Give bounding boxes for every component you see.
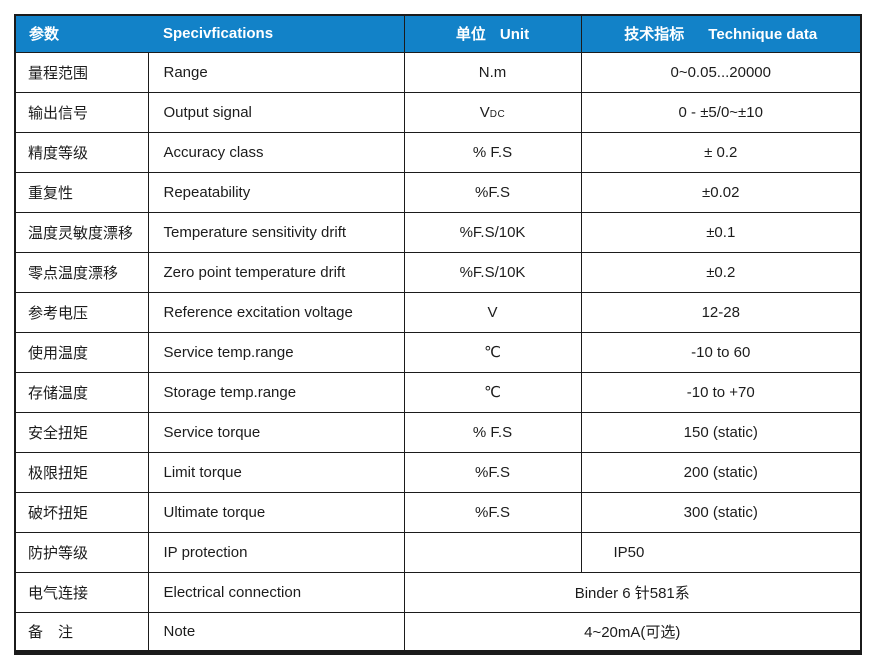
unit-cell: ℃ <box>403 371 582 413</box>
unit-cell: V <box>403 291 582 333</box>
param-zh: 安全扭矩 <box>14 411 149 453</box>
header-parameter: 参数 <box>14 14 148 53</box>
header-technique-data: 技术指标 Technique data <box>580 14 862 53</box>
table-row-accuracy-class: 精度等级 Accuracy class % F.S ± 0.2 <box>14 131 862 173</box>
table-row-repeatability: 重复性 Repeatability %F.S ±0.02 <box>14 171 862 213</box>
header-technique-en: Technique data <box>708 26 818 44</box>
value-cell: -10 to 60 <box>580 331 862 373</box>
unit-cell: % F.S <box>403 411 582 453</box>
merged-value-cell: Binder 6 针581系 <box>403 571 862 613</box>
table-row-limit-torque: 极限扭矩 Limit torque %F.S 200 (static) <box>14 451 862 493</box>
param-en: Note <box>147 611 405 653</box>
value-cell: 0~0.05...20000 <box>580 51 862 93</box>
unit-cell: % F.S <box>403 131 582 173</box>
table-header-row: 参数 Specivfications 单位 Unit 技术指标 Technique … <box>14 14 862 53</box>
unit-cell: %F.S/10K <box>403 211 582 253</box>
param-zh: 电气连接 <box>14 571 149 613</box>
table-row-electrical-connection: 电气连接 Electrical connection Binder 6 针581… <box>14 571 862 613</box>
unit-cell: N.m <box>403 51 582 93</box>
table-row-service-torque: 安全扭矩 Service torque % F.S 150 (static) <box>14 411 862 453</box>
unit-cell: VDC <box>403 91 582 133</box>
param-zh: 使用温度 <box>14 331 149 373</box>
header-technique-zh: 技术指标 <box>624 26 685 44</box>
value-cell: 300 (static) <box>580 491 862 533</box>
value-cell: ± 0.2 <box>580 131 862 173</box>
param-en: Output signal <box>147 91 405 133</box>
param-zh: 重复性 <box>14 171 149 213</box>
value-cell: -10 to +70 <box>580 371 862 413</box>
unit-cell: %F.S <box>403 491 582 533</box>
value-cell: ±0.1 <box>580 211 862 253</box>
param-zh: 存储温度 <box>14 371 149 413</box>
param-zh: 输出信号 <box>14 91 149 133</box>
value-cell: IP50 <box>580 531 862 573</box>
unit-cell: %F.S/10K <box>403 251 582 293</box>
param-zh: 参考电压 <box>14 291 149 333</box>
param-zh: 精度等级 <box>14 131 149 173</box>
param-zh: 极限扭矩 <box>14 451 149 493</box>
table-row-zero-point-temperature-drift: 零点温度漂移 Zero point temperature drift %F.S… <box>14 251 862 293</box>
param-en: IP protection <box>147 531 405 573</box>
value-cell: 150 (static) <box>580 411 862 453</box>
header-unit: 单位 Unit <box>403 14 582 53</box>
table-row-temperature-sensitivity-drift: 温度灵敏度漂移 Temperature sensitivity drift %F… <box>14 211 862 253</box>
param-en: Range <box>147 51 405 93</box>
unit-cell <box>403 531 582 573</box>
param-zh: 温度灵敏度漂移 <box>14 211 149 253</box>
table-row-note: 备 注 Note 4~20mA(可选) <box>14 611 862 653</box>
param-en: Storage temp.range <box>147 371 405 413</box>
specification-table: 参数 Specivfications 单位 Unit 技术指标 Technique … <box>14 14 862 655</box>
table-row-ultimate-torque: 破坏扭矩 Ultimate torque %F.S 300 (static) <box>14 491 862 533</box>
param-en: Temperature sensitivity drift <box>147 211 405 253</box>
table-row-output-signal: 输出信号 Output signal VDC 0 - ±5/0~±10 <box>14 91 862 133</box>
table-row-storage-temp-range: 存储温度 Storage temp.range ℃ -10 to +70 <box>14 371 862 413</box>
unit-cell: ℃ <box>403 331 582 373</box>
param-en: Accuracy class <box>147 131 405 173</box>
unit-cell: %F.S <box>403 451 582 493</box>
value-cell: 200 (static) <box>580 451 862 493</box>
unit-cell: %F.S <box>403 171 582 213</box>
param-en: Service temp.range <box>147 331 405 373</box>
header-specifications: Specivfications <box>148 14 405 53</box>
param-en: Ultimate torque <box>147 491 405 533</box>
header-specifications-en: Specivfications <box>163 25 274 43</box>
param-en: Electrical connection <box>147 571 405 613</box>
value-cell: 0 - ±5/0~±10 <box>580 91 862 133</box>
param-zh: 破坏扭矩 <box>14 491 149 533</box>
param-en: Zero point temperature drift <box>147 251 405 293</box>
param-en: Reference excitation voltage <box>147 291 405 333</box>
header-unit-zh: 单位 <box>455 26 486 44</box>
param-en: Repeatability <box>147 171 405 213</box>
table-row-range: 量程范围 Range N.m 0~0.05...20000 <box>14 51 862 93</box>
param-zh: 零点温度漂移 <box>14 251 149 293</box>
unit-main: V <box>479 103 490 121</box>
param-en: Limit torque <box>147 451 405 493</box>
table-row-service-temp-range: 使用温度 Service temp.range ℃ -10 to 60 <box>14 331 862 373</box>
header-unit-en: Unit <box>499 26 530 44</box>
table-row-ip-protection: 防护等级 IP protection IP50 <box>14 531 862 573</box>
value-cell: ±0.02 <box>580 171 862 213</box>
param-zh: 备 注 <box>14 611 149 653</box>
merged-value-cell: 4~20mA(可选) <box>403 611 862 653</box>
table-row-reference-excitation-voltage: 参考电压 Reference excitation voltage V 12-2… <box>14 291 862 333</box>
value-cell: 12-28 <box>580 291 862 333</box>
unit-subscript: DC <box>489 108 506 120</box>
value-cell: ±0.2 <box>580 251 862 293</box>
header-parameter-zh: 参数 <box>29 26 60 44</box>
param-en: Service torque <box>147 411 405 453</box>
param-zh: 防护等级 <box>14 531 149 573</box>
param-zh: 量程范围 <box>14 51 149 93</box>
